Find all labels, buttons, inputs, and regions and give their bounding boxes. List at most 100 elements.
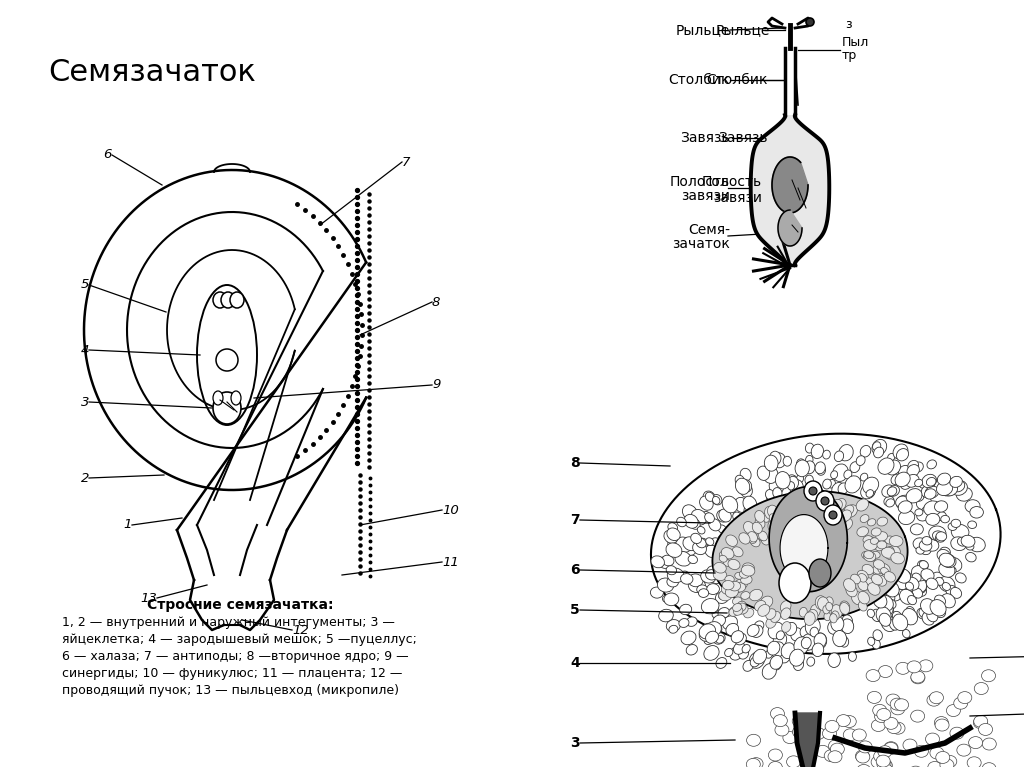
Ellipse shape [729, 647, 742, 660]
Ellipse shape [721, 548, 734, 559]
Ellipse shape [689, 537, 697, 545]
Ellipse shape [877, 517, 888, 526]
Ellipse shape [914, 584, 927, 597]
Ellipse shape [885, 536, 895, 544]
Ellipse shape [681, 631, 696, 645]
Ellipse shape [713, 495, 722, 505]
Ellipse shape [753, 649, 767, 664]
Ellipse shape [895, 699, 908, 711]
Ellipse shape [928, 762, 942, 767]
Ellipse shape [712, 611, 721, 618]
Ellipse shape [783, 732, 797, 743]
Ellipse shape [800, 626, 810, 637]
Ellipse shape [898, 576, 911, 590]
Ellipse shape [703, 624, 712, 630]
Ellipse shape [804, 481, 822, 501]
Ellipse shape [898, 501, 912, 513]
Ellipse shape [740, 479, 752, 492]
Ellipse shape [768, 749, 782, 761]
Ellipse shape [878, 564, 890, 574]
Ellipse shape [766, 617, 776, 628]
Ellipse shape [936, 532, 946, 541]
Text: 11: 11 [442, 555, 459, 568]
Ellipse shape [706, 631, 719, 644]
Ellipse shape [935, 595, 945, 606]
Ellipse shape [819, 495, 828, 506]
Ellipse shape [825, 602, 833, 611]
Ellipse shape [940, 547, 950, 557]
Ellipse shape [823, 605, 829, 614]
Ellipse shape [830, 743, 845, 755]
Ellipse shape [866, 670, 880, 682]
Ellipse shape [722, 496, 737, 513]
Text: 3: 3 [81, 396, 89, 409]
Ellipse shape [947, 566, 956, 574]
Ellipse shape [773, 453, 785, 468]
Ellipse shape [759, 531, 767, 541]
Ellipse shape [213, 391, 223, 405]
Ellipse shape [867, 609, 874, 617]
Ellipse shape [896, 663, 910, 674]
Text: тр: тр [842, 50, 857, 62]
Ellipse shape [716, 657, 727, 668]
Ellipse shape [753, 504, 761, 512]
Ellipse shape [703, 646, 719, 660]
Ellipse shape [766, 609, 776, 620]
Ellipse shape [846, 584, 857, 597]
Ellipse shape [909, 592, 916, 600]
Ellipse shape [809, 487, 817, 495]
Ellipse shape [927, 578, 938, 590]
Ellipse shape [801, 716, 815, 729]
Ellipse shape [825, 720, 839, 732]
Ellipse shape [872, 568, 883, 577]
Ellipse shape [882, 485, 894, 497]
Ellipse shape [713, 633, 725, 644]
Ellipse shape [895, 568, 910, 583]
Ellipse shape [702, 512, 711, 519]
Text: 6: 6 [103, 149, 112, 162]
Ellipse shape [890, 698, 904, 710]
Ellipse shape [743, 496, 757, 512]
Text: Семязачаток: Семязачаток [48, 58, 256, 87]
Ellipse shape [791, 627, 802, 640]
Ellipse shape [705, 545, 719, 558]
Ellipse shape [882, 547, 895, 558]
Text: Столбик: Столбик [707, 73, 768, 87]
Ellipse shape [920, 540, 932, 551]
Ellipse shape [770, 611, 780, 623]
Ellipse shape [682, 505, 697, 520]
Ellipse shape [887, 586, 901, 601]
Ellipse shape [829, 511, 837, 519]
Ellipse shape [891, 474, 902, 485]
Ellipse shape [793, 726, 807, 738]
Ellipse shape [679, 618, 689, 627]
Ellipse shape [807, 634, 818, 647]
Ellipse shape [725, 575, 734, 583]
Ellipse shape [722, 581, 734, 590]
Ellipse shape [811, 728, 825, 739]
Ellipse shape [728, 559, 740, 570]
Ellipse shape [709, 605, 718, 614]
Ellipse shape [950, 537, 967, 551]
Ellipse shape [785, 622, 797, 636]
Ellipse shape [925, 539, 939, 551]
Ellipse shape [891, 723, 905, 734]
Ellipse shape [751, 657, 760, 667]
Ellipse shape [845, 505, 857, 518]
Ellipse shape [651, 556, 665, 568]
Ellipse shape [937, 549, 950, 561]
Ellipse shape [737, 519, 745, 528]
Ellipse shape [855, 750, 869, 762]
Ellipse shape [797, 475, 804, 482]
Ellipse shape [939, 576, 955, 592]
Ellipse shape [896, 495, 911, 509]
Ellipse shape [776, 631, 784, 640]
Ellipse shape [688, 578, 706, 593]
Ellipse shape [746, 734, 761, 746]
Ellipse shape [662, 555, 674, 566]
Ellipse shape [709, 626, 718, 635]
Ellipse shape [898, 511, 914, 525]
Ellipse shape [872, 566, 882, 574]
Text: 7: 7 [402, 156, 411, 169]
Ellipse shape [877, 755, 890, 767]
